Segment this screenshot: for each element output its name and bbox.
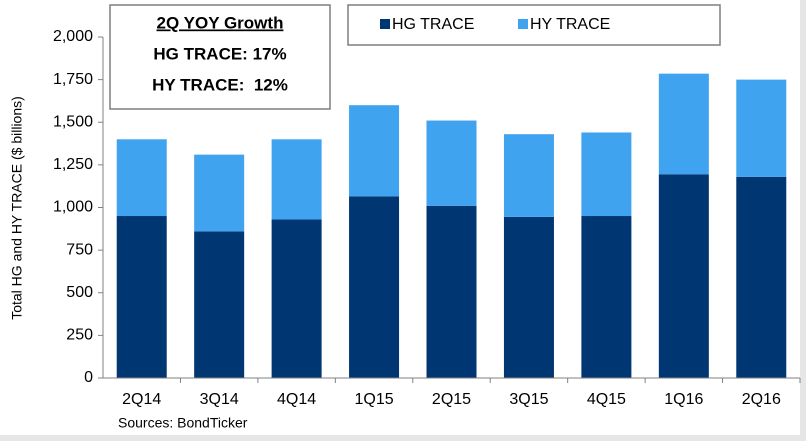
- bar-segment: [736, 176, 787, 378]
- x-tick-label: 4Q15: [587, 391, 626, 408]
- y-tick-label: 250: [66, 327, 93, 344]
- bar-segment: [426, 120, 477, 206]
- x-tick-label: 3Q14: [200, 391, 239, 408]
- y-tick-label: 1,250: [53, 156, 93, 173]
- bar-segment: [116, 139, 167, 217]
- bar-segment: [349, 196, 400, 378]
- annotation-box: [109, 4, 331, 110]
- legend-label: HG TRACE: [392, 16, 474, 33]
- legend-label: HY TRACE: [530, 16, 610, 33]
- y-tick-label: 2,000: [53, 28, 93, 45]
- legend-box: [347, 4, 721, 46]
- bar-segment: [194, 154, 245, 232]
- border-strip: [0, 435, 806, 441]
- annotation-line: HY TRACE: 12%: [152, 75, 288, 94]
- x-tick-label: 2Q15: [432, 391, 471, 408]
- bar-segment: [581, 216, 632, 378]
- bar-segment: [271, 139, 322, 220]
- x-tick-label: 2Q16: [742, 391, 781, 408]
- bar-segment: [736, 79, 787, 177]
- source: Sources: BondTicker: [118, 415, 248, 431]
- bar-segment: [194, 231, 245, 378]
- y-axis-label: Total HG and HY TRACE ($ billions): [9, 96, 25, 320]
- y-tick-label: 0: [84, 369, 93, 386]
- annotation-title: 2Q YOY Growth: [157, 13, 284, 32]
- bar-segment: [658, 73, 709, 175]
- x-tick-label: 2Q14: [122, 391, 161, 408]
- bar-segment: [426, 205, 477, 378]
- bar-segment: [658, 174, 709, 378]
- legend-swatch: [518, 19, 528, 29]
- y-tick-label: 750: [66, 241, 93, 258]
- bar-segment: [581, 132, 632, 217]
- annotation-line: HG TRACE: 17%: [153, 44, 286, 63]
- x-tick-label: 3Q15: [509, 391, 548, 408]
- y-tick-label: 1,000: [53, 199, 93, 216]
- bar-segment: [503, 134, 554, 217]
- border-strip: [800, 0, 806, 441]
- bar-segment: [503, 216, 554, 378]
- y-tick-label: 1,750: [53, 71, 93, 88]
- x-tick-label: 1Q15: [354, 391, 393, 408]
- y-tick-label: 500: [66, 284, 93, 301]
- x-tick-label: 4Q14: [277, 391, 316, 408]
- x-tick-label: 1Q16: [664, 391, 703, 408]
- bar-segment: [116, 216, 167, 378]
- bar-segment: [271, 219, 322, 378]
- y-tick-label: 1,500: [53, 113, 93, 130]
- bar-segment: [349, 105, 400, 197]
- legend-swatch: [380, 19, 390, 29]
